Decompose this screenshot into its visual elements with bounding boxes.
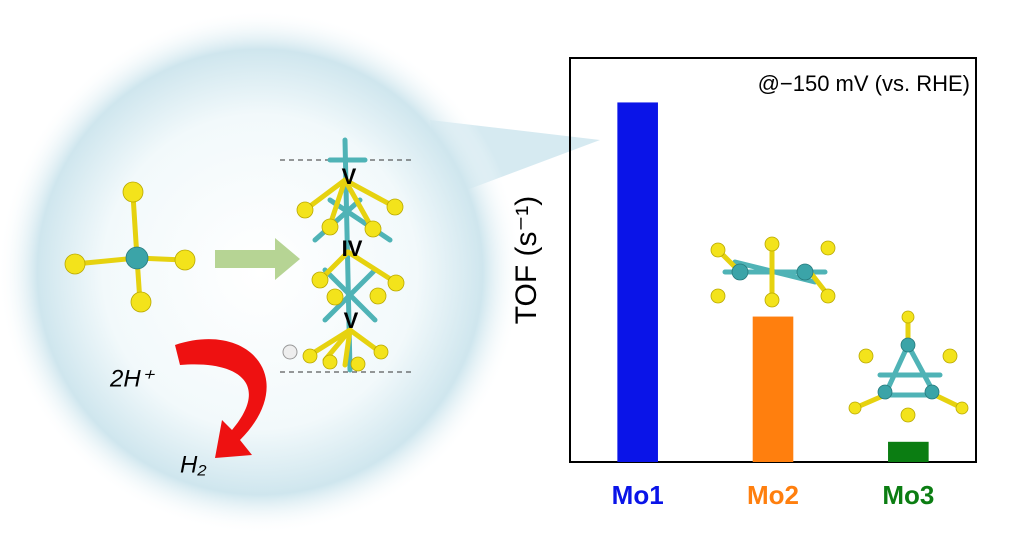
x-tick-label: Mo1 — [612, 480, 664, 510]
x-tick-label: Mo3 — [882, 480, 934, 510]
site-label: V — [344, 308, 359, 333]
mo3-structure — [848, 310, 969, 423]
arrow — [215, 238, 300, 280]
y-axis-label: TOF (s⁻¹) — [510, 196, 543, 325]
chain-structure — [282, 137, 405, 373]
glow — [0, 10, 522, 534]
mos4-molecule — [64, 181, 196, 313]
site-label: V — [342, 164, 357, 189]
chart: @−150 mV (vs. RHE) TOF (s⁻¹) Mo1 Mo2 Mo3 — [510, 57, 977, 510]
red-arrow — [175, 339, 267, 458]
site-label: IV — [342, 236, 363, 261]
reactant-label: 2H⁺ — [109, 365, 156, 392]
x-tick-label: Mo2 — [747, 480, 799, 510]
bar — [752, 316, 794, 462]
diagram: V IV V 2H⁺ H₂ — [0, 10, 600, 534]
bar — [888, 441, 929, 462]
annotation: @−150 mV (vs. RHE) — [758, 71, 970, 96]
mo2-structure — [710, 236, 836, 308]
bar — [617, 102, 658, 462]
product-label: H₂ — [180, 451, 206, 478]
